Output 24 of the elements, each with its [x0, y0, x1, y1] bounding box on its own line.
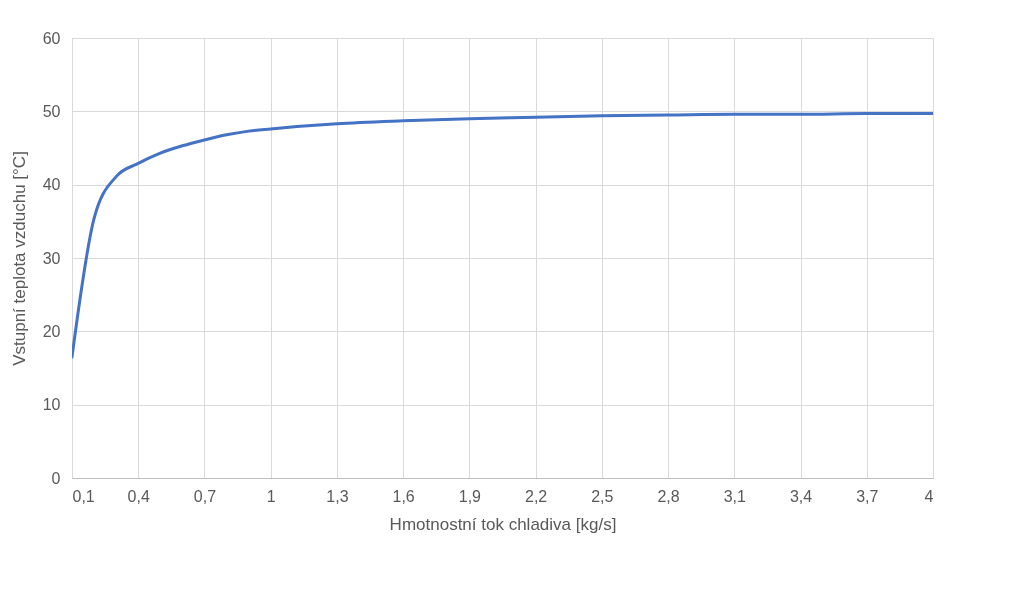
- x-tick-label: 0,1: [72, 487, 95, 505]
- x-tick-label: 1,3: [326, 487, 349, 505]
- line-series: [72, 112, 933, 359]
- x-axis-title: Hmotnostní tok chladiva [kg/s]: [389, 514, 617, 534]
- y-tick-label: 30: [42, 249, 61, 267]
- x-tick-label: 1,6: [392, 487, 415, 505]
- x-tick-label: 0,4: [127, 487, 150, 505]
- x-tick-label: 1,9: [458, 487, 482, 505]
- x-tick-label: 3,1: [723, 487, 747, 505]
- x-tick-label: 2,5: [591, 487, 614, 505]
- x-tick-label: 2,8: [657, 487, 680, 505]
- y-tick-label: 60: [42, 29, 61, 47]
- x-tick-label: 3,7: [856, 487, 879, 505]
- y-tick-label: 0: [51, 469, 61, 487]
- x-tick-label: 0,7: [193, 487, 217, 505]
- y-axis-title: Vstupní teplota vzduchu [°C]: [9, 151, 29, 366]
- y-tick-label: 10: [42, 396, 61, 414]
- y-tick-label: 20: [42, 322, 61, 340]
- y-tick-label: 50: [42, 102, 61, 120]
- x-tick-label: 1: [266, 487, 276, 505]
- x-tick-label: 2,2: [524, 487, 548, 505]
- x-tick-label: 3,4: [789, 487, 813, 505]
- y-tick-label: 40: [42, 176, 61, 194]
- x-tick-label: 4: [924, 487, 934, 505]
